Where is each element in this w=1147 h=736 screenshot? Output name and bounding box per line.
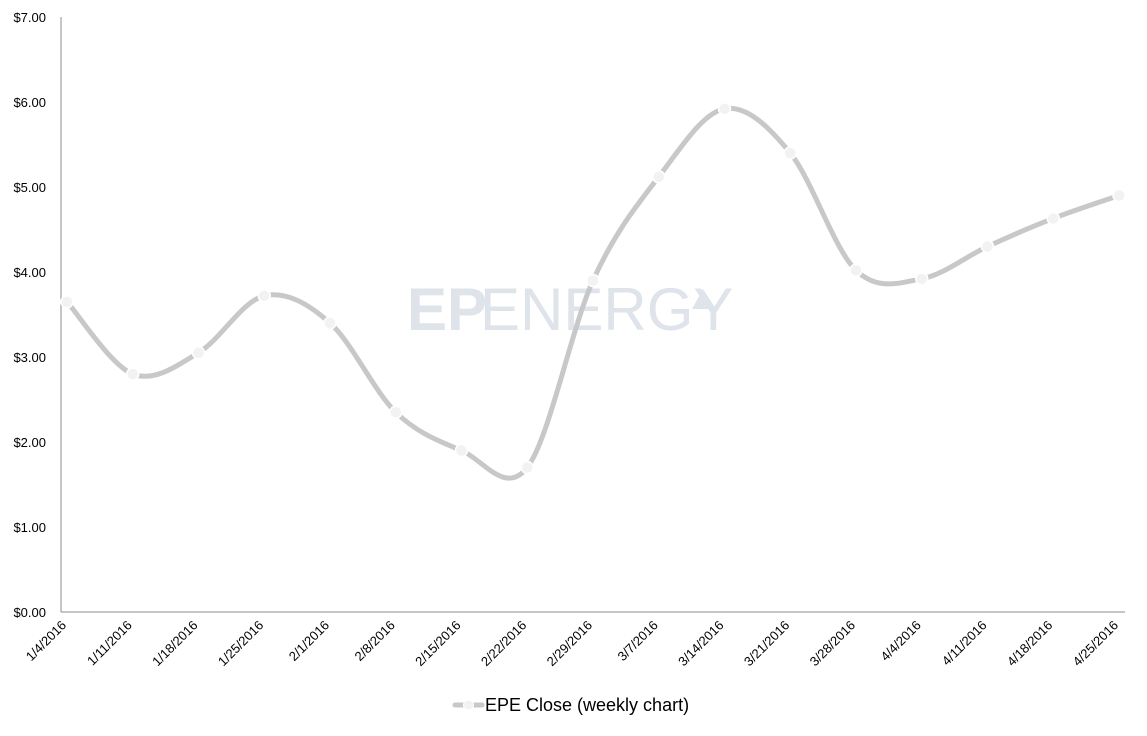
data-point: [520, 460, 534, 475]
x-tick-label: 4/18/2016: [1004, 618, 1056, 670]
data-point: [1046, 211, 1060, 226]
x-tick-label: 2/29/2016: [544, 618, 596, 670]
data-point: [783, 146, 797, 160]
legend: EPE Close (weekly chart): [452, 695, 689, 715]
data-point: [454, 443, 469, 458]
x-tick-label: 3/21/2016: [741, 618, 793, 670]
x-tick-label: 4/4/2016: [877, 618, 923, 664]
y-tick-label: $5.00: [13, 180, 46, 195]
x-tick-label: 3/14/2016: [675, 618, 727, 670]
data-point: [191, 346, 206, 360]
data-point: [126, 367, 140, 381]
data-point: [717, 102, 732, 116]
data-point: [1112, 188, 1126, 203]
data-point: [389, 405, 403, 419]
data-point: [915, 272, 929, 286]
x-tick-label: 1/4/2016: [23, 618, 69, 664]
y-tick-label: $1.00: [13, 520, 46, 535]
y-axis: $0.00 $1.00 $2.00 $3.00 $4.00 $5.00 $6.00 $7.00: [13, 10, 62, 620]
y-tick-label: $3.00: [13, 350, 46, 365]
data-point: [257, 289, 271, 303]
x-tick-label: 1/11/2016: [84, 618, 135, 669]
y-tick-label: $4.00: [13, 265, 46, 280]
series-epe-close: [60, 102, 1126, 481]
data-point: [980, 239, 995, 254]
watermark-logo: EP ENERGY: [407, 276, 733, 343]
data-point: [849, 263, 863, 278]
y-tick-label: $0.00: [13, 605, 46, 620]
y-tick-label: $2.00: [13, 435, 46, 450]
watermark-text-bold: EP: [407, 276, 487, 343]
x-tick-label: 4/11/2016: [939, 618, 990, 669]
data-point: [323, 316, 337, 330]
x-tick-label: 1/18/2016: [149, 618, 201, 670]
x-tick-label: 2/15/2016: [412, 618, 464, 670]
y-tick-label: $6.00: [13, 95, 46, 110]
data-point: [60, 295, 74, 309]
x-tick-label: 2/22/2016: [478, 618, 530, 670]
x-axis: 1/4/2016 1/11/2016 1/18/2016 1/25/2016 2/1/2…: [23, 611, 1125, 670]
x-tick-label: 3/28/2016: [807, 618, 859, 670]
triangle-logo-icon: [692, 289, 716, 309]
x-tick-label: 1/25/2016: [215, 618, 267, 670]
x-tick-label: 2/8/2016: [351, 618, 397, 664]
x-tick-label: 4/25/2016: [1070, 618, 1122, 670]
data-point: [652, 170, 666, 184]
legend-marker-icon: [463, 699, 474, 711]
watermark-text-light: ENERGY: [480, 276, 733, 343]
x-tick-label: 2/1/2016: [286, 618, 332, 664]
x-tick-label: 3/7/2016: [614, 618, 660, 664]
legend-label: EPE Close (weekly chart): [485, 695, 689, 715]
data-point: [586, 273, 600, 288]
y-tick-label: $7.00: [13, 10, 46, 25]
